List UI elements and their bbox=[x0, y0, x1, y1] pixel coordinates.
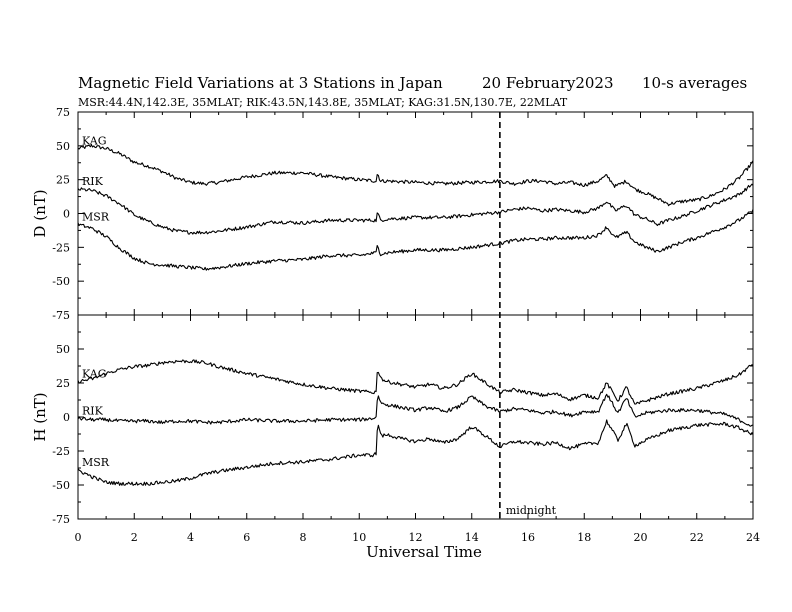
series-label-msr: MSR bbox=[82, 456, 110, 469]
x-tick-label: 8 bbox=[300, 531, 307, 544]
chart-averaging: 10-s averages bbox=[642, 74, 747, 92]
panel-frame-1 bbox=[77, 111, 754, 316]
series-line-kag bbox=[77, 144, 754, 207]
series-label-rik: RIK bbox=[82, 404, 104, 417]
x-tick-label: 12 bbox=[409, 531, 423, 544]
panel-frame-2 bbox=[77, 314, 754, 520]
y-tick-label: -25 bbox=[52, 445, 70, 458]
x-axis-title: Universal Time bbox=[366, 543, 482, 561]
x-tick-label: 6 bbox=[243, 531, 250, 544]
chart-subtitle: MSR:44.4N,142.3E, 35MLAT; RIK:43.5N,143.… bbox=[78, 96, 568, 109]
chart-title: Magnetic Field Variations at 3 Stations … bbox=[78, 74, 443, 92]
chart-date: 20 February2023 bbox=[482, 74, 614, 92]
y-tick-label: 0 bbox=[63, 208, 70, 221]
y-tick-label: 25 bbox=[56, 377, 70, 390]
x-tick-label: 4 bbox=[187, 531, 194, 544]
series-label-msr: MSR bbox=[82, 210, 110, 223]
y-tick-label: 50 bbox=[56, 140, 70, 153]
x-tick-label: 0 bbox=[75, 531, 82, 544]
y-tick-label: -75 bbox=[52, 513, 70, 526]
midnight-label: midnight bbox=[506, 504, 557, 517]
y-axis-title: D (nT) bbox=[31, 189, 49, 237]
y-tick-label: 25 bbox=[56, 174, 70, 187]
x-tick-label: 24 bbox=[746, 531, 760, 544]
y-tick-label: -50 bbox=[52, 479, 70, 492]
series-label-kag: KAG bbox=[82, 135, 107, 148]
plot-area: 75 50 25 0 -25 -50 -75 D (nT) KAG RIK MSR 50 25 0 -25 -… bbox=[31, 106, 760, 544]
x-tick-label: 2 bbox=[131, 531, 138, 544]
x-tick-label: 14 bbox=[465, 531, 479, 544]
series-line-rik bbox=[77, 393, 754, 427]
x-tick-label: 22 bbox=[690, 531, 704, 544]
y-axis-title: H (nT) bbox=[31, 392, 49, 441]
series-label-kag: KAG bbox=[82, 368, 107, 381]
series-line-msr bbox=[77, 209, 754, 271]
series-label-rik: RIK bbox=[82, 175, 104, 188]
y-tick-label: -75 bbox=[52, 309, 70, 322]
y-tick-label: -50 bbox=[52, 275, 70, 288]
series-line-kag bbox=[77, 359, 754, 405]
x-tick-label: 18 bbox=[577, 531, 591, 544]
x-tick-label: 20 bbox=[634, 531, 648, 544]
y-tick-label: 50 bbox=[56, 343, 70, 356]
x-tick-label: 10 bbox=[352, 531, 366, 544]
y-tick-label: 0 bbox=[63, 411, 70, 424]
y-tick-label: 75 bbox=[56, 106, 70, 119]
series-line-rik bbox=[77, 183, 754, 235]
y-tick-label: -25 bbox=[52, 241, 70, 254]
series-line-msr bbox=[77, 419, 754, 486]
x-tick-label: 16 bbox=[521, 531, 535, 544]
